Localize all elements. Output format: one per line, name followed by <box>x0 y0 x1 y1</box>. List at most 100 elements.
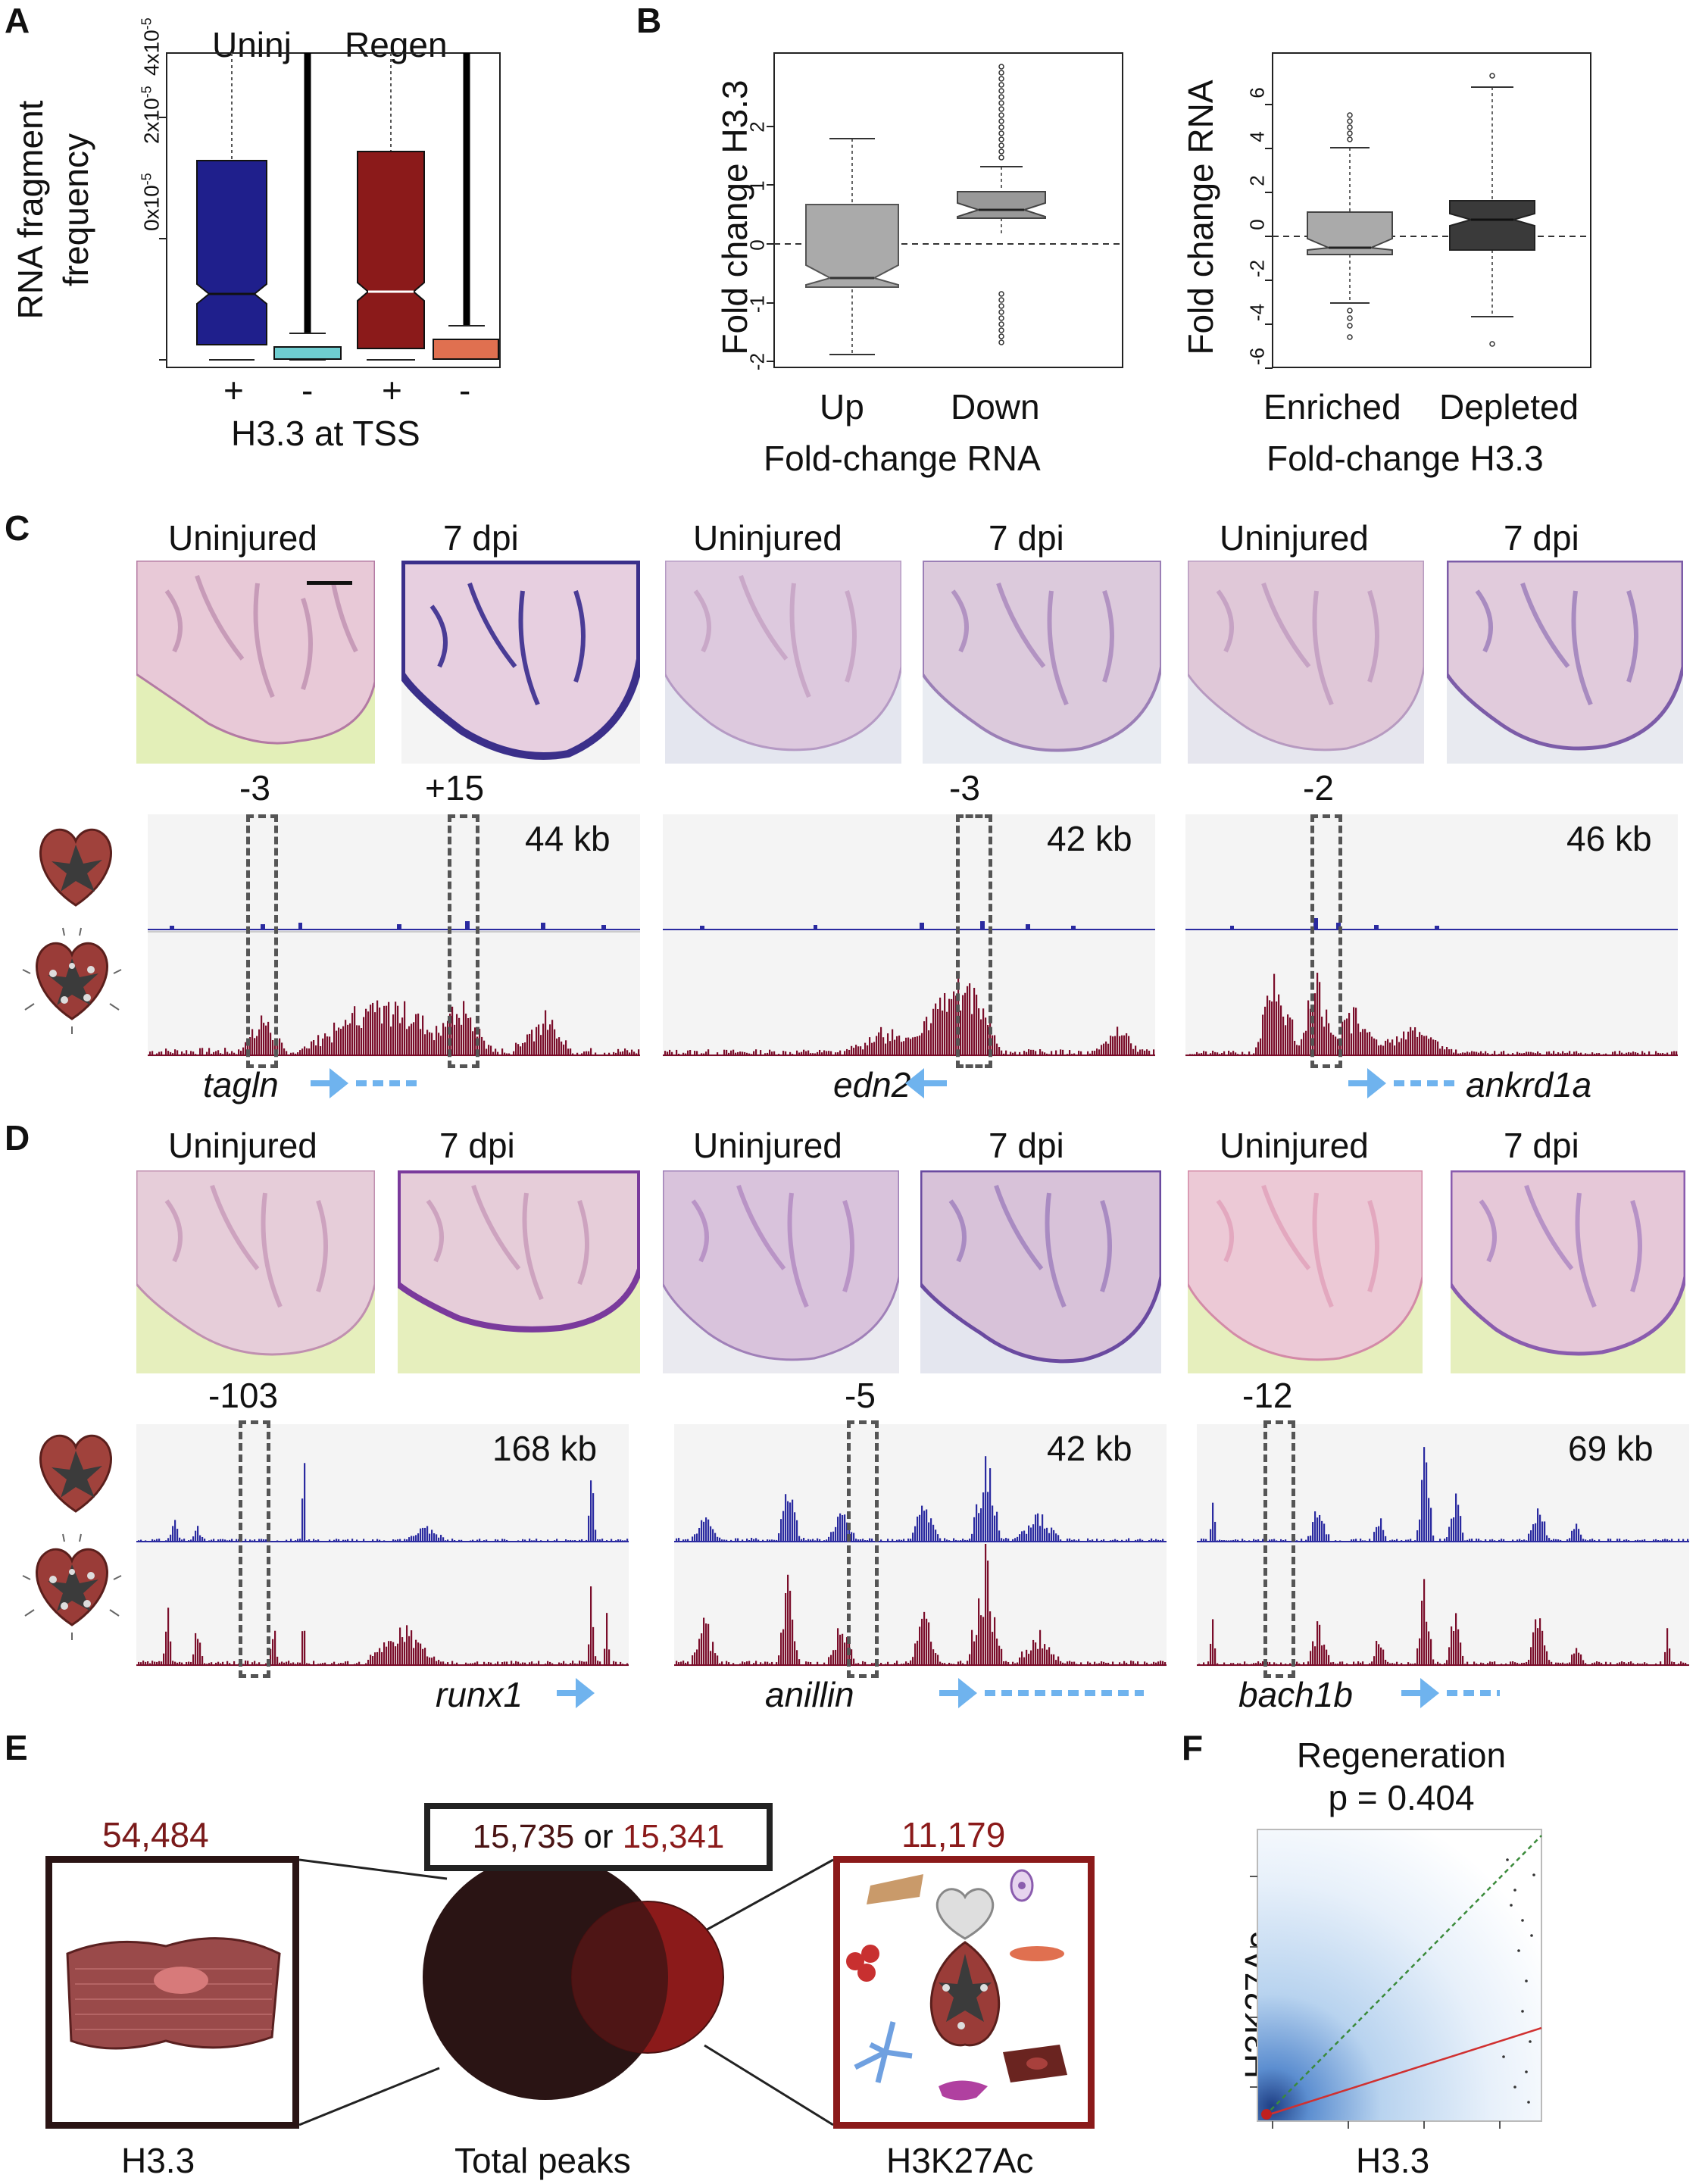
track-peak <box>1376 1039 1378 1055</box>
track-peak <box>739 1051 742 1055</box>
track-peak <box>199 1048 201 1055</box>
track-peak <box>771 1051 773 1055</box>
track-peak <box>1516 1051 1519 1055</box>
heart-icon-uninjured-d <box>39 1434 112 1513</box>
track-peak <box>179 1661 181 1665</box>
track-peak <box>1307 1536 1310 1542</box>
track-peak <box>1494 1661 1496 1665</box>
track-peak <box>531 1540 533 1542</box>
track-peak <box>190 1539 192 1542</box>
track-peak <box>1603 1054 1605 1055</box>
c-tagln-red-peaks <box>149 1000 640 1055</box>
track-peak <box>406 1029 408 1055</box>
track-peak <box>615 1540 617 1542</box>
track-peak <box>442 1023 445 1055</box>
track-peak <box>465 1014 467 1055</box>
track-peak <box>304 1463 306 1542</box>
track-peak <box>1460 1053 1462 1055</box>
track-peak <box>1314 1511 1317 1542</box>
track-peak <box>1491 1661 1494 1665</box>
track-peak <box>438 1660 440 1665</box>
track-peak <box>1466 1539 1469 1542</box>
track-peak <box>746 1052 748 1055</box>
track-peak <box>1005 1050 1007 1055</box>
track-peak <box>880 1026 882 1055</box>
track-peak <box>1214 1521 1217 1542</box>
track-peak <box>912 1037 914 1055</box>
track-peak <box>301 1631 304 1665</box>
track-peak <box>1048 1054 1051 1055</box>
track-peak <box>192 1051 195 1055</box>
track-peak <box>1273 1539 1276 1542</box>
c-histology-uninjured-edn2 <box>665 561 901 764</box>
track-peak <box>682 1539 685 1542</box>
track-peak <box>737 1538 739 1542</box>
panel-b-right-ytick-n2: -2 <box>1245 259 1269 278</box>
track-peak <box>431 1658 433 1665</box>
track-peak <box>814 1053 817 1055</box>
track-peak <box>862 1049 864 1055</box>
track-peak <box>735 1052 737 1055</box>
track-peak <box>426 1526 429 1542</box>
track-peak <box>313 1539 315 1542</box>
track-peak <box>1401 1663 1403 1665</box>
track-peak <box>1230 1052 1232 1055</box>
track-peak <box>789 1590 792 1665</box>
track-peak <box>145 1540 147 1542</box>
e-right-count: 11,179 <box>901 1815 1006 1854</box>
d-track-runx1 <box>136 1424 629 1667</box>
track-peak <box>1580 1534 1582 1542</box>
track-peak <box>835 1649 837 1665</box>
track-peak <box>356 1025 358 1055</box>
track-peak <box>932 1008 935 1055</box>
track-peak <box>258 1029 261 1055</box>
track-peak <box>304 1630 306 1665</box>
track-peak <box>1057 1535 1060 1542</box>
track-peak <box>1148 1050 1151 1055</box>
track-peak <box>1555 1054 1557 1055</box>
track-peak <box>839 1634 842 1665</box>
track-peak <box>1482 1663 1485 1665</box>
track-peak <box>331 1042 333 1055</box>
track-peak <box>1337 1039 1339 1055</box>
track-peak <box>397 1005 399 1055</box>
track-peak <box>973 1517 976 1542</box>
track-peak <box>969 1539 971 1542</box>
track-peak <box>174 1049 176 1055</box>
panel-b-right-ytick-4: 4 <box>1245 131 1269 142</box>
track-peak <box>1003 1661 1005 1665</box>
track-peak <box>907 1663 910 1665</box>
track-peak <box>504 1539 506 1542</box>
track-peak <box>195 1530 197 1542</box>
track-peak <box>1139 1539 1142 1542</box>
track-peak <box>229 1053 231 1055</box>
track-peak <box>399 1539 401 1542</box>
track-peak <box>1405 1039 1407 1055</box>
track-peak <box>1114 1036 1117 1055</box>
track-peak <box>222 1661 224 1665</box>
track-peak <box>1289 1017 1292 1055</box>
track-peak <box>1251 1664 1253 1665</box>
track-peak <box>299 1539 301 1542</box>
track-peak <box>1569 1662 1571 1665</box>
track-peak <box>1046 1649 1048 1665</box>
track-peak <box>1223 1540 1226 1542</box>
track-peak <box>1585 1053 1587 1055</box>
track-peak <box>694 1051 696 1055</box>
track-peak <box>226 1540 229 1542</box>
track-peak <box>819 1539 821 1542</box>
track-peak <box>1666 1052 1669 1055</box>
d-bach1b-mark: -12 <box>1242 1376 1293 1415</box>
track-peak <box>678 1538 680 1542</box>
f-pvalue: p = 0.404 <box>1328 1778 1475 1817</box>
track-peak <box>817 1538 819 1542</box>
track-peak <box>1198 1664 1201 1665</box>
track-peak <box>864 1042 867 1055</box>
track-peak <box>1221 1539 1223 1542</box>
track-peak <box>615 1052 617 1055</box>
track-peak <box>1017 1536 1019 1542</box>
track-peak <box>292 1052 295 1055</box>
track-peak <box>351 1539 354 1542</box>
track-peak <box>1407 1539 1410 1542</box>
track-peak <box>737 1051 739 1055</box>
